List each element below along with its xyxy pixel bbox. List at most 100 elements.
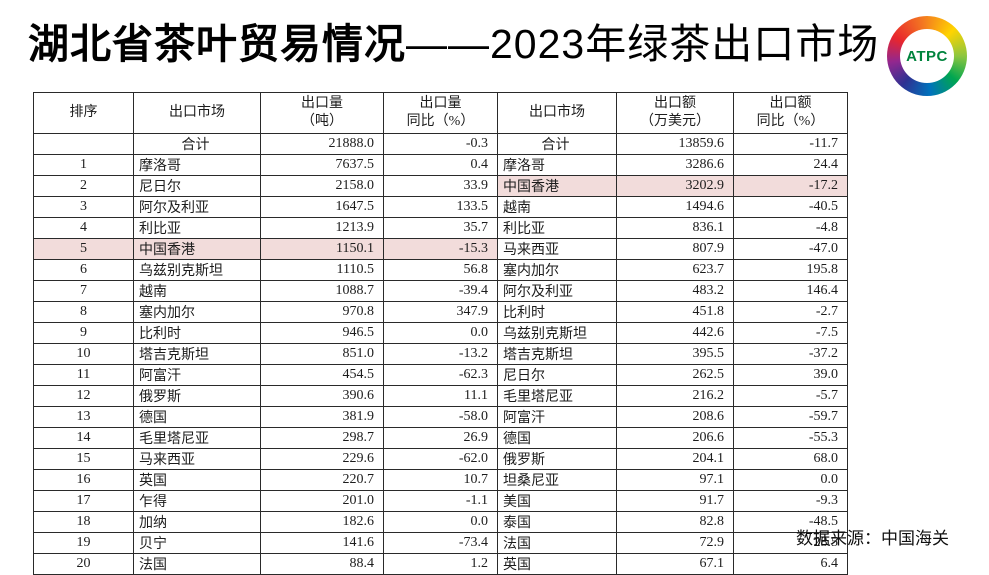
table-row: 9 比利时 946.5 0.0 乌兹别克斯坦 442.6 -7.5 — [33, 322, 848, 344]
cell-value: 395.5 — [616, 343, 734, 365]
title-main: 湖北省茶叶贸易情况 — [28, 21, 406, 67]
table-row: 2 尼日尔 2158.0 33.9 中国香港 3202.9 -17.2 — [33, 175, 848, 197]
cell-value: 442.6 — [616, 322, 734, 344]
page-title: 湖北省茶叶贸易情况——2023年绿茶出口市场 — [28, 16, 879, 73]
cell-value: 206.6 — [616, 427, 734, 449]
table-row: 8 塞内加尔 970.8 347.9 比利时 451.8 -2.7 — [33, 301, 848, 323]
cell-value-yoy: 0.0 — [733, 469, 848, 491]
cell-value: 67.1 — [616, 553, 734, 575]
cell-volume-yoy: 26.9 — [383, 427, 498, 449]
cell-value: 262.5 — [616, 364, 734, 386]
cell-market: 合计 — [133, 133, 261, 155]
cell-market: 法国 — [133, 553, 261, 575]
cell-market: 俄罗斯 — [133, 385, 261, 407]
cell-value: 204.1 — [616, 448, 734, 470]
logo-center: ATPC — [900, 29, 954, 83]
cell-market-value-side: 塞内加尔 — [497, 259, 617, 281]
cell-value: 623.7 — [616, 259, 734, 281]
cell-rank: 13 — [33, 406, 134, 428]
data-source: 数据来源：中国海关 — [796, 529, 949, 548]
cell-volume: 220.7 — [260, 469, 384, 491]
cell-volume: 970.8 — [260, 301, 384, 323]
cell-market: 德国 — [133, 406, 261, 428]
cell-market-value-side: 中国香港 — [497, 175, 617, 197]
cell-value: 3202.9 — [616, 175, 734, 197]
logo-text: ATPC — [906, 47, 948, 65]
cell-value: 97.1 — [616, 469, 734, 491]
table-row: 14 毛里塔尼亚 298.7 26.9 德国 206.6 -55.3 — [33, 427, 848, 449]
table-row: 11 阿富汗 454.5 -62.3 尼日尔 262.5 39.0 — [33, 364, 848, 386]
table-row: 15 马来西亚 229.6 -62.0 俄罗斯 204.1 68.0 — [33, 448, 848, 470]
table-row: 18 加纳 182.6 0.0 泰国 82.8 -48.5 — [33, 511, 848, 533]
col-header-volume-l1: 出口量 — [301, 95, 343, 111]
table-row: 6 乌兹别克斯坦 1110.5 56.8 塞内加尔 623.7 195.8 — [33, 259, 848, 281]
cell-volume-yoy: 0.0 — [383, 511, 498, 533]
table-row: 10 塔吉克斯坦 851.0 -13.2 塔吉克斯坦 395.5 -37.2 — [33, 343, 848, 365]
cell-rank: 12 — [33, 385, 134, 407]
cell-market: 塔吉克斯坦 — [133, 343, 261, 365]
col-header-value: 出口额 （万美元） — [616, 92, 734, 134]
cell-rank: 3 — [33, 196, 134, 218]
cell-value: 91.7 — [616, 490, 734, 512]
cell-value: 3286.6 — [616, 154, 734, 176]
table-row: 13 德国 381.9 -58.0 阿富汗 208.6 -59.7 — [33, 406, 848, 428]
cell-market: 乍得 — [133, 490, 261, 512]
title-sub: ——2023年绿茶出口市场 — [406, 21, 880, 67]
cell-market: 乌兹别克斯坦 — [133, 259, 261, 281]
cell-volume-yoy: 35.7 — [383, 217, 498, 239]
cell-rank: 10 — [33, 343, 134, 365]
cell-rank: 4 — [33, 217, 134, 239]
cell-value: 1494.6 — [616, 196, 734, 218]
cell-market-value-side: 塔吉克斯坦 — [497, 343, 617, 365]
cell-volume-yoy: -39.4 — [383, 280, 498, 302]
col-header-value-yoy-l2: 同比（%） — [756, 114, 825, 129]
cell-volume-yoy: -58.0 — [383, 406, 498, 428]
cell-market-value-side: 尼日尔 — [497, 364, 617, 386]
cell-rank: 16 — [33, 469, 134, 491]
table-row: 16 英国 220.7 10.7 坦桑尼亚 97.1 0.0 — [33, 469, 848, 491]
cell-volume-yoy: -0.3 — [383, 133, 498, 155]
cell-market-value-side: 马来西亚 — [497, 238, 617, 260]
cell-volume-yoy: -62.3 — [383, 364, 498, 386]
col-header-value-yoy-l1: 出口额 — [769, 95, 812, 111]
cell-market-value-side: 比利时 — [497, 301, 617, 323]
cell-volume-yoy: -62.0 — [383, 448, 498, 470]
cell-volume: 201.0 — [260, 490, 384, 512]
cell-market-value-side: 泰国 — [497, 511, 617, 533]
cell-rank: 19 — [33, 532, 134, 554]
cell-volume: 381.9 — [260, 406, 384, 428]
table-row: 17 乍得 201.0 -1.1 美国 91.7 -9.3 — [33, 490, 848, 512]
cell-volume: 298.7 — [260, 427, 384, 449]
cell-rank — [33, 133, 134, 155]
cell-volume-yoy: 0.4 — [383, 154, 498, 176]
cell-volume-yoy: 33.9 — [383, 175, 498, 197]
cell-value: 451.8 — [616, 301, 734, 323]
cell-value-yoy: 195.8 — [733, 259, 848, 281]
col-header-volume-yoy-l1: 出口量 — [419, 95, 462, 111]
cell-rank: 20 — [33, 553, 134, 575]
cell-volume-yoy: -15.3 — [383, 238, 498, 260]
cell-value: 807.9 — [616, 238, 734, 260]
cell-volume-yoy: 1.2 — [383, 553, 498, 575]
cell-market: 中国香港 — [133, 238, 261, 260]
cell-volume: 7637.5 — [260, 154, 384, 176]
cell-value: 72.9 — [616, 532, 734, 554]
cell-market-value-side: 乌兹别克斯坦 — [497, 322, 617, 344]
cell-value: 483.2 — [616, 280, 734, 302]
cell-volume: 1110.5 — [260, 259, 384, 281]
cell-market-value-side: 法国 — [497, 532, 617, 554]
cell-value-yoy: 68.0 — [733, 448, 848, 470]
cell-value-yoy: -37.2 — [733, 343, 848, 365]
cell-volume-yoy: 11.1 — [383, 385, 498, 407]
cell-value-yoy: -55.3 — [733, 427, 848, 449]
cell-volume: 2158.0 — [260, 175, 384, 197]
cell-market: 越南 — [133, 280, 261, 302]
cell-market-value-side: 越南 — [497, 196, 617, 218]
cell-value-yoy: -47.0 — [733, 238, 848, 260]
col-header-rank: 排序 — [33, 92, 134, 134]
table-row: 3 阿尔及利亚 1647.5 133.5 越南 1494.6 -40.5 — [33, 196, 848, 218]
cell-rank: 15 — [33, 448, 134, 470]
cell-value-yoy: -4.8 — [733, 217, 848, 239]
table-row: 12 俄罗斯 390.6 11.1 毛里塔尼亚 216.2 -5.7 — [33, 385, 848, 407]
cell-market: 毛里塔尼亚 — [133, 427, 261, 449]
